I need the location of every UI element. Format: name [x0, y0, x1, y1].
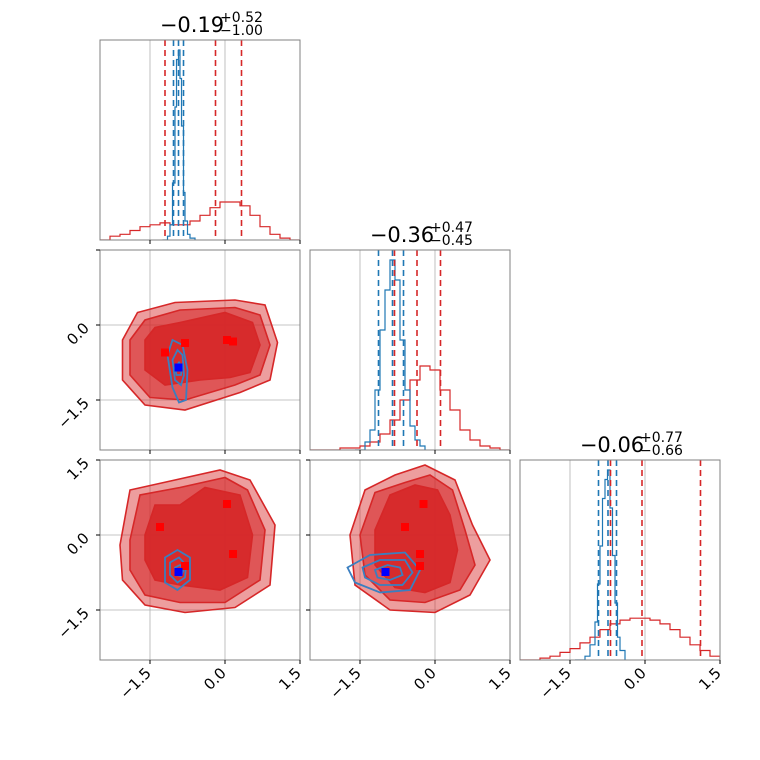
blue-contour-1	[171, 348, 185, 387]
red-histogram	[310, 365, 510, 450]
blue-contour-0	[166, 338, 189, 404]
joint-panel-1-border	[99, 459, 301, 661]
labels-layer: −0.19+0.52−1.00 −0.36+0.47−0.45 −0.06+0.77…	[54, 10, 724, 703]
title-upper-error: +0.52	[220, 10, 263, 26]
x-tick-label-col1: −1.5	[326, 664, 364, 702]
red-contour-level-2	[144, 486, 254, 591]
red-square-marker	[401, 523, 409, 531]
blue-contour-1	[361, 559, 414, 586]
joint-panel-1-content	[100, 460, 300, 660]
title-value: −0.06	[580, 433, 644, 457]
diag-panel-0-content	[100, 40, 300, 240]
title-value: −0.19	[160, 13, 224, 37]
panel-title-1: −0.36	[370, 223, 434, 247]
joint-panel-2-content	[310, 460, 510, 660]
blue-square-marker	[174, 363, 183, 372]
joint-panel-1	[99, 459, 301, 661]
blue-square-marker	[174, 568, 183, 576]
x-tick-label-col1: 1.5	[485, 664, 515, 694]
diag-panel-0	[99, 39, 301, 241]
x-tick-label-col0: 0.0	[200, 664, 230, 694]
joint-panel-0	[99, 249, 301, 451]
red-square-marker	[229, 550, 237, 558]
title-upper-error: +0.47	[430, 220, 473, 236]
x-tick-label-col1: 0.0	[410, 664, 440, 694]
diag-panel-0-bg	[100, 40, 300, 240]
blue-contour-1	[169, 556, 187, 584]
joint-panel-2	[309, 459, 511, 661]
red-histogram	[100, 201, 300, 240]
blue-contour-2	[373, 564, 404, 581]
diag-panel-0-border	[99, 39, 301, 241]
diag-panel-2	[519, 459, 721, 661]
x-tick-label-col0: −1.5	[116, 664, 154, 702]
joint-panel-2-border	[309, 459, 511, 661]
red-square-marker	[223, 336, 231, 344]
blue-square-marker	[381, 568, 390, 576]
x-tick-label-col2: 0.0	[620, 664, 650, 694]
diag-panel-2-bg	[520, 460, 720, 660]
blue-contour-0	[164, 548, 191, 592]
red-square-marker	[416, 550, 424, 558]
title-lower-error: −0.66	[640, 443, 683, 459]
red-square-marker	[419, 500, 428, 508]
y-tick-label-row2: 0.0	[63, 529, 93, 559]
y-tick-label-row2: −1.5	[54, 604, 92, 642]
red-square-marker	[223, 500, 231, 508]
blue-histogram	[162, 49, 196, 240]
red-square-marker	[416, 562, 424, 570]
title-lower-error: −0.45	[430, 233, 473, 249]
panel-title-2: −0.06	[580, 433, 644, 457]
x-tick-label-col2: 1.5	[695, 664, 725, 694]
blue-histogram	[575, 469, 626, 660]
blue-contour-0	[346, 551, 422, 594]
red-square-marker	[161, 348, 169, 357]
red-square-marker	[181, 562, 189, 570]
diag-panel-1	[309, 249, 511, 451]
diag-panel-1-content	[310, 250, 510, 450]
panels-layer	[99, 39, 721, 661]
red-histogram	[520, 617, 720, 660]
x-tick-label-col0: 1.5	[275, 664, 305, 694]
joint-panel-0-border	[99, 249, 301, 451]
y-tick-label-row2: 1.5	[63, 454, 93, 484]
panel-title-0: −0.19	[160, 13, 224, 37]
title-value: −0.36	[370, 223, 434, 247]
title-upper-error: +0.77	[640, 430, 683, 446]
x-tick-label-col2: −1.5	[536, 664, 574, 702]
diag-panel-2-border	[519, 459, 721, 661]
joint-panel-0-content	[100, 250, 300, 450]
y-tick-label-row1: −1.5	[54, 394, 92, 432]
y-tick-label-row1: 0.0	[63, 319, 93, 349]
diag-panel-2-content	[520, 460, 720, 660]
diag-panel-1-border	[309, 249, 511, 451]
title-lower-error: −1.00	[220, 23, 263, 39]
red-square-marker	[229, 337, 237, 346]
red-square-marker	[181, 339, 189, 347]
red-square-marker	[156, 523, 164, 531]
